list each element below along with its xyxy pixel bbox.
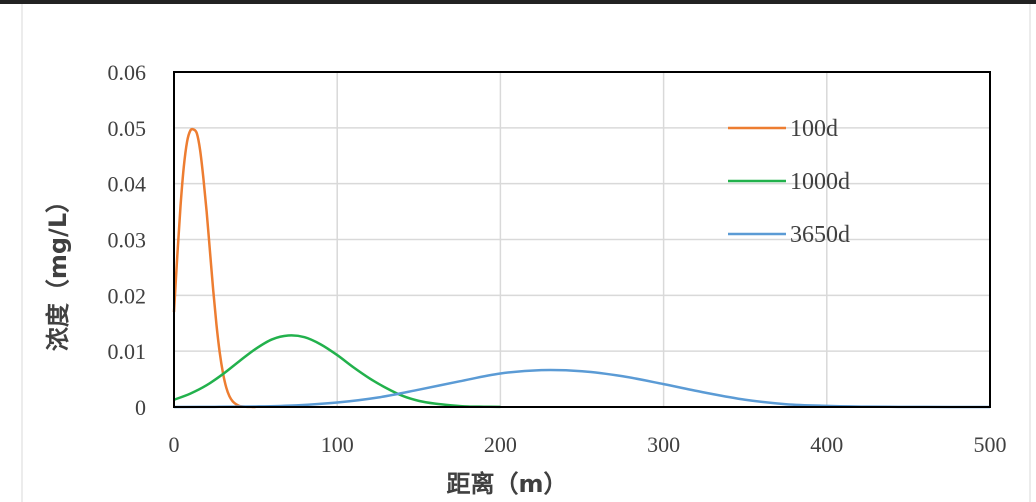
grid-lines [174, 72, 990, 407]
y-tick-label: 0.05 [108, 116, 147, 141]
y-axis-title: 浓度（mg/L） [44, 189, 72, 351]
series-line-3650d [173, 368, 991, 409]
y-tick-label: 0.02 [108, 283, 147, 308]
x-tick-label: 0 [169, 432, 180, 457]
x-axis-title: 距离（m） [446, 470, 567, 498]
x-tick-label: 200 [484, 432, 517, 457]
y-tick-label: 0.06 [108, 60, 147, 85]
y-tick-label: 0.04 [108, 172, 147, 197]
x-tick-label: 300 [647, 432, 680, 457]
x-tick-label: 400 [810, 432, 843, 457]
legend-label-100d: 100d [790, 116, 838, 142]
x-tick-label: 100 [321, 432, 354, 457]
x-tick-label: 500 [974, 432, 1007, 457]
y-tick-label: 0.03 [108, 228, 147, 253]
series-line-1000d [173, 334, 501, 409]
legend-label-1000d: 1000d [790, 169, 850, 195]
y-tick-label: 0 [135, 395, 146, 420]
x-tick-labels: 0 100 200 300 400 500 [169, 432, 1007, 457]
series-lines [172, 127, 991, 409]
top-edge-bar [0, 0, 1036, 4]
y-tick-label: 0.01 [108, 339, 147, 364]
plot-area-border [173, 71, 991, 408]
series-line-100d [172, 127, 256, 409]
legend: 100d 1000d 3650d [728, 116, 850, 248]
legend-label-3650d: 3650d [790, 222, 850, 248]
y-tick-labels: 0 0.01 0.02 0.03 0.04 0.05 0.06 [108, 60, 147, 420]
